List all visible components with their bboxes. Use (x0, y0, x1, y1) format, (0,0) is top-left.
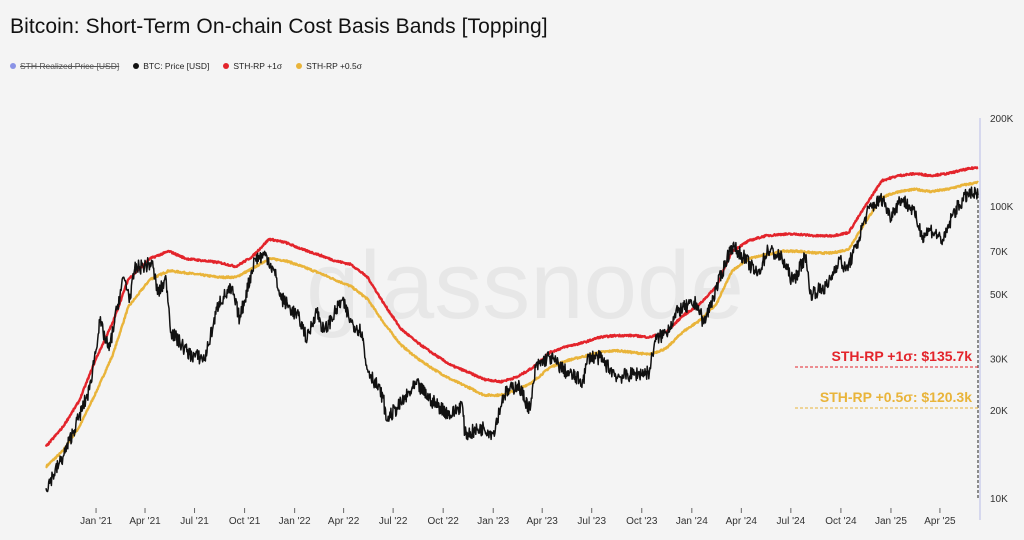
y-tick-label: 30K (990, 355, 1008, 366)
x-tick-label: Jan '23 (477, 516, 509, 527)
x-tick-label: Jul '23 (577, 516, 606, 527)
x-tick-label: Jul '21 (180, 516, 209, 527)
x-tick-label: Apr '23 (527, 516, 559, 527)
x-tick-label: Apr '22 (328, 516, 360, 527)
sth-rp-1sigma-line[interactable] (44, 166, 979, 448)
sth-rp-half-sigma-line[interactable] (45, 180, 979, 469)
x-tick-label: Jul '22 (379, 516, 408, 527)
btc-price-line[interactable] (45, 186, 979, 493)
x-tick-label: Apr '25 (924, 516, 956, 527)
chart-title: Bitcoin: Short-Term On-chain Cost Basis … (10, 15, 548, 38)
x-tick-label: Jan '24 (676, 516, 708, 527)
y-tick-label: 200K (990, 114, 1014, 125)
y-tick-label: 20K (990, 406, 1008, 417)
y-tick-label: 70K (990, 247, 1008, 258)
y-tick-label: 10K (990, 494, 1008, 505)
legend-dot-btc-price (133, 63, 140, 69)
x-tick-label: Oct '23 (626, 516, 658, 527)
y-tick-label: 50K (990, 290, 1008, 301)
x-tick-label: Jan '25 (875, 516, 907, 527)
legend-item-sth-rp-1sigma[interactable]: STH-RP +1σ (223, 61, 282, 71)
legend-label-sth-rp-1sigma: STH-RP +1σ (233, 61, 283, 71)
x-tick-label: Oct '22 (427, 516, 459, 527)
legend-dot-sth-realized-price (10, 63, 16, 69)
x-tick-label: Oct '24 (825, 516, 857, 527)
legend: STH Realized Price [USD] BTC: Price [USD… (10, 61, 362, 71)
x-tick-label: Jul '24 (777, 516, 806, 527)
legend-label-sth-rp-half-sigma: STH-RP +0.5σ (306, 61, 362, 71)
legend-item-sth-realized-price[interactable]: STH Realized Price [USD] (10, 61, 119, 71)
legend-label-btc-price: BTC: Price [USD] (143, 61, 210, 71)
annotation-label: STH-RP +1σ: $135.7k (832, 348, 973, 364)
legend-label-sth-realized-price: STH Realized Price [USD] (20, 61, 120, 71)
x-tick-label: Apr '21 (129, 516, 161, 527)
y-tick-label: 100K (990, 202, 1014, 213)
x-tick-label: Oct '21 (229, 516, 261, 527)
x-tick-label: Apr '24 (726, 516, 758, 527)
legend-dot-sth-rp-half-sigma (296, 63, 303, 69)
legend-dot-sth-rp-1sigma (223, 63, 230, 69)
x-tick-label: Jan '21 (80, 516, 112, 527)
x-tick-label: Jan '22 (279, 516, 311, 527)
legend-item-sth-rp-half-sigma[interactable]: STH-RP +0.5σ (296, 61, 362, 71)
annotation-label: STH-RP +0.5σ: $120.3k (820, 389, 972, 405)
legend-item-btc-price[interactable]: BTC: Price [USD] (133, 61, 209, 71)
